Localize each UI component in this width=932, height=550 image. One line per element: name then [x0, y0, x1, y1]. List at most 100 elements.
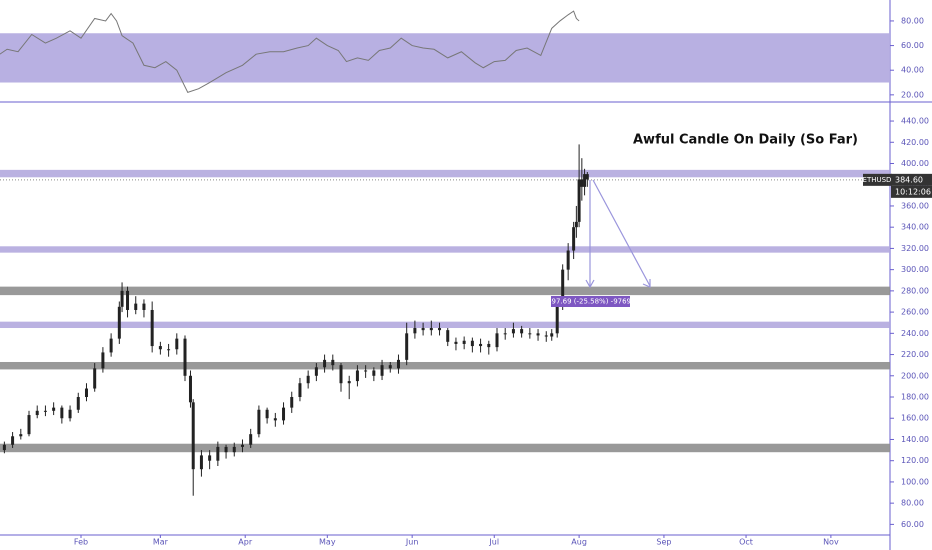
x-tick-label: Apr	[238, 538, 253, 547]
candle-body	[183, 338, 187, 376]
candle-body	[429, 328, 433, 331]
y-tick-label: 80.00	[901, 499, 924, 508]
candle-body	[495, 333, 499, 348]
candle-body	[117, 306, 121, 339]
candle-body	[191, 402, 195, 470]
candle-body	[550, 333, 554, 337]
x-tick-label: May	[319, 538, 336, 547]
candle-body	[93, 368, 97, 389]
y-tick-label: 220.00	[901, 350, 929, 359]
candle-body	[583, 174, 587, 187]
price-zone	[0, 443, 890, 453]
price-zone	[0, 321, 890, 329]
y-tick-label: 100.00	[901, 477, 929, 486]
y-tick-label: 160.00	[901, 414, 929, 423]
candle-body	[257, 409, 261, 435]
candle-body	[585, 174, 589, 180]
candle-body	[126, 290, 130, 310]
candle-body	[19, 434, 23, 437]
candle-body	[479, 343, 483, 347]
candle-body	[413, 328, 417, 334]
measure-box	[551, 296, 630, 307]
candle-body	[232, 446, 236, 453]
candle-body	[216, 446, 220, 461]
y-tick-label: 60.00	[901, 41, 924, 50]
candle-body	[265, 409, 269, 419]
candle-body	[2, 444, 6, 451]
y-tick-label: 340.00	[901, 223, 929, 232]
candle-body	[572, 227, 576, 251]
candle-body	[561, 269, 565, 307]
annotation-title: Awful Candle On Daily (So Far)	[633, 133, 858, 148]
candle-body	[331, 359, 335, 366]
candle-body	[109, 338, 113, 353]
candle-body	[487, 343, 491, 348]
candle-body	[120, 290, 124, 307]
y-tick-label: 400.00	[901, 159, 929, 168]
x-tick-label: Jun	[405, 538, 419, 547]
candle-body	[566, 250, 570, 270]
candle-body	[43, 410, 47, 412]
x-tick-label: Nov	[823, 538, 839, 547]
price-zone	[0, 169, 890, 178]
candle-body	[323, 359, 327, 368]
y-tick-label: 260.00	[901, 308, 929, 317]
symbol-label: ETHUSD	[863, 176, 892, 184]
candle-body	[470, 340, 474, 347]
candle-body	[574, 221, 578, 228]
candle-body	[454, 341, 458, 344]
rsi-line	[0, 10, 580, 93]
candle-body	[142, 303, 146, 310]
x-tick-label: Mar	[153, 538, 169, 547]
candle-body	[306, 375, 310, 384]
candle-body	[282, 407, 286, 421]
y-tick-label: 140.00	[901, 435, 929, 444]
candle-body	[372, 370, 376, 376]
candle-body	[421, 328, 425, 331]
candle-body	[355, 370, 359, 382]
candle-body	[580, 179, 584, 187]
candle-body	[544, 335, 548, 337]
candle-body	[462, 340, 466, 344]
timer-tag	[891, 185, 932, 198]
candle-body	[347, 381, 351, 384]
y-tick-label: 40.00	[901, 66, 924, 75]
timer-label: 10:12:06	[895, 187, 931, 196]
y-tick-label: 300.00	[901, 265, 929, 274]
price-panel	[0, 144, 890, 496]
candle-body	[290, 397, 294, 408]
candle-body	[577, 179, 581, 222]
drawing-arrows	[585, 179, 651, 289]
y-tick-label: 20.00	[901, 90, 924, 99]
y-tick-label: 320.00	[901, 244, 929, 253]
candle-body	[158, 346, 162, 350]
candle-body	[380, 365, 384, 376]
candle-body	[101, 352, 105, 369]
symbol-tag	[863, 173, 892, 186]
candle-body	[84, 388, 88, 398]
candle-body	[224, 446, 228, 453]
y-tick-label: 80.00	[901, 16, 924, 25]
candle-body	[240, 444, 244, 447]
candle-body	[314, 367, 318, 376]
candle-body	[249, 434, 253, 445]
price-zone	[0, 361, 890, 370]
y-tick-label: 440.00	[901, 117, 929, 126]
candle-body	[167, 349, 171, 351]
y-tick-label: 60.00	[901, 520, 924, 529]
candle-body	[555, 306, 559, 334]
candle-body	[520, 329, 524, 334]
candle-body	[134, 303, 138, 310]
price-tag-label: 384.60	[895, 175, 923, 184]
price-zone	[0, 246, 890, 253]
candle-body	[76, 397, 80, 410]
candle-body	[35, 410, 39, 416]
candle-body	[503, 333, 507, 335]
candle-body	[446, 330, 450, 342]
y-tick-label: 180.00	[901, 393, 929, 402]
candle-body	[339, 365, 343, 384]
y-tick-label: 360.00	[901, 201, 929, 210]
y-tick-label: 420.00	[901, 138, 929, 147]
